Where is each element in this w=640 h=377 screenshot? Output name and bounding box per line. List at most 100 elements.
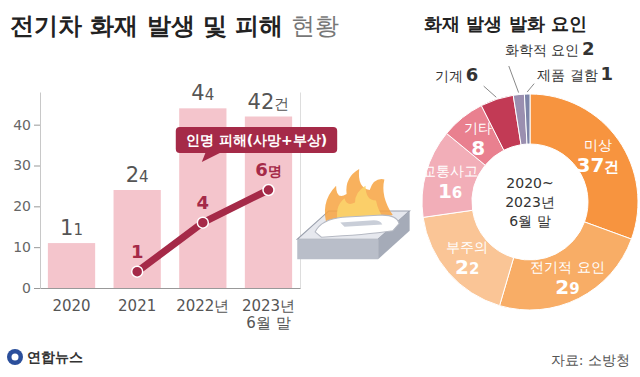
pie-label-name: 기타 xyxy=(464,120,492,136)
y-tick-label: 20 xyxy=(13,198,31,214)
y-tick-mark xyxy=(34,206,40,207)
pie-slice xyxy=(422,133,485,217)
x-axis-line xyxy=(41,288,301,289)
leader-line xyxy=(509,66,519,93)
bar xyxy=(114,190,161,288)
pie-center-line: 2023년 xyxy=(505,194,555,210)
credit-text: 연합뉴스 xyxy=(27,349,83,365)
car-body xyxy=(315,215,399,237)
pie-label-name: 교통사고 xyxy=(422,163,478,179)
line xyxy=(137,190,268,272)
y-tick: 20 xyxy=(13,198,40,214)
label-number: 1 xyxy=(438,179,452,203)
label-unit: 4 xyxy=(205,86,215,104)
x-tick-label: 2020 xyxy=(52,297,90,315)
data-labels: 11244442건146명 xyxy=(60,81,289,261)
credit: 연합뉴스 xyxy=(7,349,83,365)
annotation-box xyxy=(176,127,337,153)
pie-center-line: 6월 말 xyxy=(509,213,550,229)
annotation-pointer xyxy=(202,152,222,162)
series-annotation: 인명 피해(사망+부상) xyxy=(176,127,337,162)
line-label: 6명 xyxy=(255,159,282,180)
label-unit: 1 xyxy=(73,221,83,239)
pie-label-outside: 화학적 요인2 xyxy=(505,38,595,59)
chart-svg: 전기차 화재 발생 및 피해현황010203040202020212022년20… xyxy=(0,0,640,377)
y-tick-mark xyxy=(34,125,40,126)
label-number: 2 xyxy=(555,275,569,299)
x-tick: 2022년 xyxy=(176,297,229,315)
label-number: 42 xyxy=(248,90,275,114)
y-tick: 0 xyxy=(22,280,40,296)
pie-slice xyxy=(500,222,632,310)
x-tick-line: 2022년 xyxy=(176,297,229,315)
y-tick-label: 0 xyxy=(22,280,31,296)
label-unit: 건 xyxy=(274,95,289,113)
pie-center-text: 2020~ 2023년 6월 말 xyxy=(505,175,555,229)
y-tick: 30 xyxy=(13,157,40,173)
bar-label: 42건 xyxy=(248,90,290,114)
pie-label-value: 37건 xyxy=(577,153,620,177)
slab-front xyxy=(297,239,378,259)
bar xyxy=(48,243,95,288)
line-label: 4 xyxy=(197,192,210,213)
x-tick: 2020 xyxy=(52,297,90,315)
x-tick-label: 2023년6월 말 xyxy=(242,297,295,332)
line-marker xyxy=(197,217,208,228)
pie-label-value: 6 xyxy=(466,64,479,85)
pie-label-value: 1 xyxy=(601,63,614,84)
pie: 미상37건전기적 요인29부주의22교통사고16기타8기계6화학적 요인2제품 … xyxy=(422,38,638,310)
car-illustration xyxy=(297,169,409,259)
y-tick-mark xyxy=(34,166,40,167)
bar-label: 44 xyxy=(191,81,214,105)
pie-label-name: 부주의 xyxy=(446,239,488,255)
pie-center-line: 2020~ xyxy=(506,175,553,191)
y-axis: 0 10 20 30 40 xyxy=(13,93,40,296)
chart-root: 전기차 화재 발생 및 피해현황010203040202020212022년20… xyxy=(0,0,640,377)
x-tick-line: 2023년 xyxy=(242,297,295,315)
pie-label-name: 기계 xyxy=(435,68,463,84)
x-tick-line: 2021 xyxy=(118,297,156,315)
pie-label-value: 29 xyxy=(555,275,579,299)
x-tick: 2021 xyxy=(118,297,156,315)
car-window xyxy=(340,220,382,226)
label-number: 6 xyxy=(255,159,268,180)
label-unit: 2 xyxy=(469,260,479,278)
bar-label: 11 xyxy=(60,216,83,240)
x-tick-label: 2021 xyxy=(118,297,156,315)
pie-label-name: 미상 xyxy=(584,137,612,153)
x-tick: 2023년6월 말 xyxy=(242,297,295,332)
pie-label-value: 2 xyxy=(582,38,595,59)
pie-slice xyxy=(524,94,530,144)
x-tick-line: 2020 xyxy=(52,297,90,315)
y-axis-line xyxy=(40,93,41,289)
leader-line xyxy=(484,86,497,97)
leader-line xyxy=(527,84,534,92)
y-tick-mark xyxy=(34,247,40,248)
title-main: 전기차 화재 발생 및 피해 xyxy=(10,12,283,40)
source: 자료: 소방청 xyxy=(551,352,630,368)
credit-logo-inner xyxy=(12,354,19,361)
label-number: 2 xyxy=(126,163,139,187)
pie-title: 화재 발생 발화 요인 xyxy=(424,13,587,34)
y-tick-label: 40 xyxy=(13,117,31,133)
line-marker xyxy=(132,266,143,277)
background xyxy=(0,0,640,377)
y-tick-mark xyxy=(34,288,40,289)
credit-logo xyxy=(7,349,23,365)
pie-label-name: 전기적 요인 xyxy=(530,259,604,275)
y-tick-label: 30 xyxy=(13,157,31,173)
pie-label-name: 제품 결함 xyxy=(537,67,597,83)
series-name: 인명 피해(사망+부상) xyxy=(186,132,327,148)
pie-label-value: 22 xyxy=(455,255,479,279)
label-unit: 9 xyxy=(569,280,579,298)
label-unit: 4 xyxy=(139,168,149,186)
y-tick: 40 xyxy=(13,117,40,133)
x-axis: 2020 2021 2022년 2023년6월 말 xyxy=(41,289,301,333)
label-number: 2 xyxy=(455,255,469,279)
pie-slice xyxy=(423,210,514,305)
label-number: 37 xyxy=(577,153,605,177)
label-unit: 명 xyxy=(268,163,282,179)
line-marker xyxy=(263,185,274,196)
pie-label-name: 화학적 요인 xyxy=(505,42,579,58)
y-tick-label: 10 xyxy=(13,239,31,255)
